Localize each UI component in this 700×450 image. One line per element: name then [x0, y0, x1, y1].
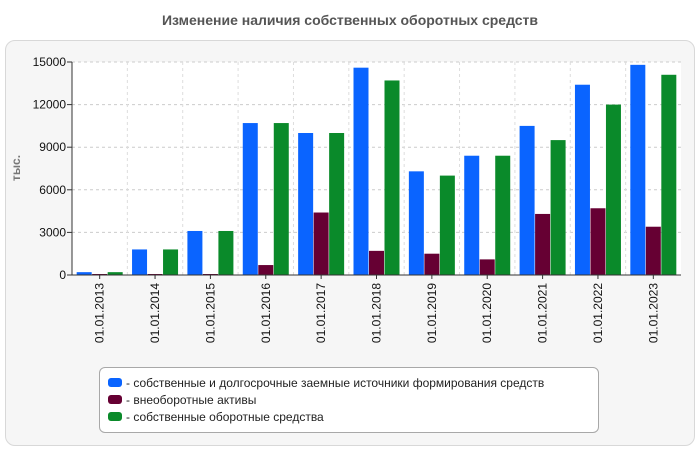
bar-series-2	[535, 213, 551, 275]
x-tick-label: 01.01.2023	[646, 283, 660, 343]
x-tick-label: 01.01.2021	[536, 283, 550, 343]
bar-series-3	[550, 140, 566, 275]
legend-item-sources: - собственные и долгосрочные заемные ист…	[108, 374, 590, 391]
y-tick-label: 0	[59, 268, 66, 282]
x-tick-label: 01.01.2017	[314, 283, 328, 343]
legend-item-working-capital: - собственные оборотные средства	[108, 408, 590, 425]
y-tick-label: 12000	[33, 98, 67, 112]
bar-series-2	[313, 212, 329, 275]
bar-series-1	[242, 123, 258, 275]
bar-series-2	[369, 250, 384, 275]
bar-series-3	[107, 272, 123, 275]
bar-series-1	[464, 155, 480, 275]
legend-label-working-capital: - собственные оборотные средства	[126, 409, 324, 424]
x-tick-label: 01.01.2018	[370, 283, 384, 343]
bar-series-3	[163, 249, 179, 275]
y-tick-label: 15000	[33, 55, 67, 69]
x-tick-label: 01.01.2014	[148, 283, 162, 343]
y-tick-label: 3000	[39, 225, 66, 239]
bar-series-1	[298, 133, 314, 275]
bar-series-2	[645, 226, 661, 275]
chart-legend: - собственные и долгосрочные заемные ист…	[99, 367, 599, 433]
legend-label-sources: - собственные и долгосрочные заемные ист…	[126, 375, 545, 390]
legend-swatch-noncurrent-assets	[108, 395, 122, 404]
y-tick-label: 6000	[39, 183, 66, 197]
bar-series-1	[519, 125, 535, 276]
bar-series-3	[384, 80, 400, 276]
bar-series-2	[424, 253, 440, 275]
x-tick-label: 01.01.2016	[259, 283, 273, 343]
bar-series-3	[218, 230, 234, 275]
bar-series-1	[353, 67, 369, 276]
x-tick-label: 01.01.2015	[203, 283, 217, 343]
legend-swatch-working-capital	[108, 412, 122, 421]
bar-series-2	[258, 265, 274, 275]
bar-series-3	[439, 175, 455, 275]
x-tick-label: 01.01.2019	[425, 283, 439, 343]
bar-series-1	[76, 272, 92, 275]
bar-series-1	[187, 230, 203, 275]
bar-series-2	[479, 259, 495, 275]
bar-series-1	[408, 171, 424, 275]
chart-title: Изменение наличия собственных оборотных …	[161, 12, 539, 28]
x-tick-label: 01.01.2020	[480, 283, 494, 343]
bar-series-3	[495, 155, 511, 275]
bar-series-3	[661, 74, 677, 275]
bar-series-3	[329, 133, 345, 275]
bar-series-1	[630, 64, 646, 275]
legend-swatch-sources	[108, 378, 122, 387]
x-tick-label: 01.01.2013	[93, 283, 107, 343]
bar-series-3	[605, 104, 621, 275]
bar-series-1	[132, 249, 148, 275]
x-tick-label: 01.01.2022	[591, 283, 605, 343]
bar-series-3	[273, 123, 289, 275]
bar-series-1	[574, 84, 590, 275]
y-tick-label: 9000	[39, 140, 66, 154]
y-axis-label: тыс.	[9, 155, 23, 181]
legend-item-noncurrent-assets: - внеоборотные активы	[108, 391, 590, 408]
legend-label-noncurrent-assets: - внеоборотные активы	[126, 392, 257, 407]
bar-series-2	[590, 208, 606, 275]
